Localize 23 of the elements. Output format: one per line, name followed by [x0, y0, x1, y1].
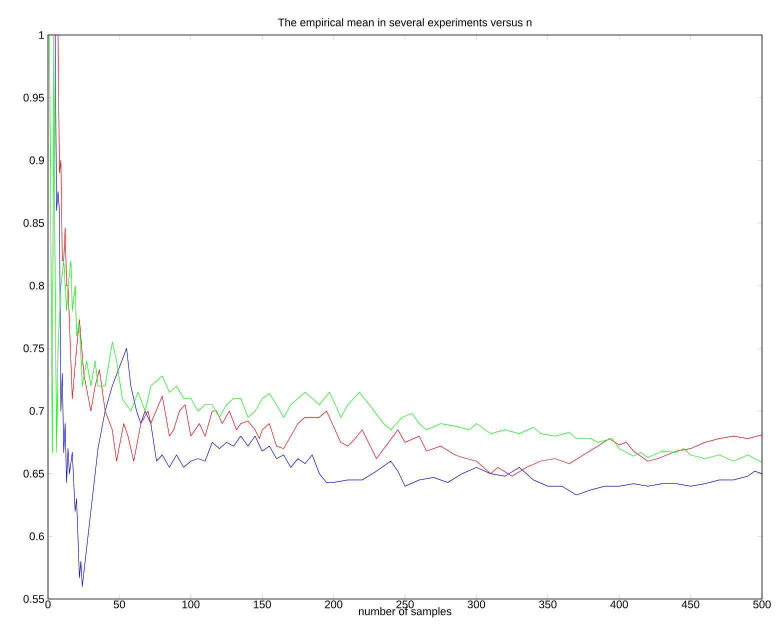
x-tick-label: 300: [468, 600, 486, 608]
y-tick-label: 0.8: [30, 282, 44, 290]
y-tick-label: 0.65: [24, 470, 44, 478]
x-tick-label: 250: [396, 600, 414, 608]
y-tick-label: 1: [39, 31, 44, 39]
x-tick-label: 0: [45, 600, 51, 608]
x-axis-title: number of samples: [358, 607, 452, 618]
y-tick-label: 0.95: [24, 94, 44, 102]
y-tick-label: 0.55: [24, 595, 44, 603]
x-tick-label: 450: [682, 600, 700, 608]
y-tick-label: 0.9: [30, 156, 44, 164]
x-tick-label: 400: [610, 600, 628, 608]
y-tick-label: 0.85: [24, 219, 44, 227]
y-tick-label: 0.7: [30, 407, 44, 415]
x-tick-label: 100: [182, 600, 200, 608]
y-tick-label: 0.75: [24, 344, 44, 352]
y-tick-label: 0.6: [30, 532, 44, 540]
x-tick-label: 50: [114, 600, 126, 608]
chart-title: The empirical mean in several experiments versus n: [278, 18, 532, 28]
x-tick-label: 200: [324, 600, 342, 608]
x-tick-label: 500: [753, 600, 771, 608]
x-tick-label: 350: [539, 600, 557, 608]
x-tick-label: 150: [254, 600, 271, 608]
